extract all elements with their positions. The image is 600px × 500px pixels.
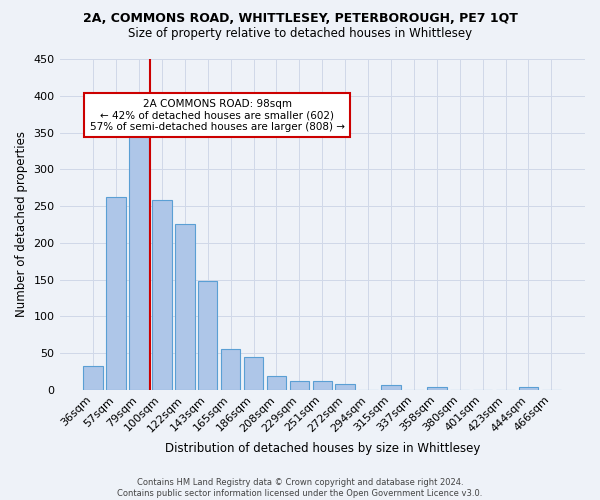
Bar — [267, 376, 286, 390]
Bar — [381, 386, 401, 390]
Text: 2A, COMMONS ROAD, WHITTLESEY, PETERBOROUGH, PE7 1QT: 2A, COMMONS ROAD, WHITTLESEY, PETERBOROU… — [83, 12, 517, 26]
Bar — [313, 381, 332, 390]
Bar — [106, 197, 126, 390]
Bar — [519, 387, 538, 390]
Text: Size of property relative to detached houses in Whittlesey: Size of property relative to detached ho… — [128, 28, 472, 40]
Bar — [221, 350, 241, 390]
Bar — [244, 356, 263, 390]
Bar — [427, 387, 446, 390]
X-axis label: Distribution of detached houses by size in Whittlesey: Distribution of detached houses by size … — [164, 442, 480, 455]
Bar — [290, 381, 309, 390]
Bar — [83, 366, 103, 390]
Bar — [129, 124, 149, 390]
Text: Contains HM Land Registry data © Crown copyright and database right 2024.
Contai: Contains HM Land Registry data © Crown c… — [118, 478, 482, 498]
Bar — [198, 281, 217, 390]
Bar — [335, 384, 355, 390]
Bar — [152, 200, 172, 390]
Y-axis label: Number of detached properties: Number of detached properties — [15, 132, 28, 318]
Text: 2A COMMONS ROAD: 98sqm
← 42% of detached houses are smaller (602)
57% of semi-de: 2A COMMONS ROAD: 98sqm ← 42% of detached… — [89, 98, 344, 132]
Bar — [175, 224, 194, 390]
